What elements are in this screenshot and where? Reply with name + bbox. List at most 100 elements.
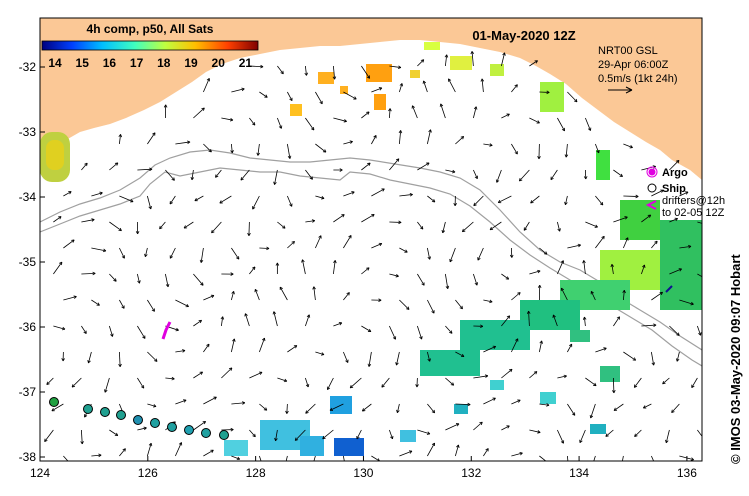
current-vector-field [44,51,716,461]
current-arrow [371,188,385,197]
current-arrow [439,103,446,119]
current-arrow [455,299,463,310]
current-arrow [529,60,538,67]
current-arrow [707,449,716,456]
current-arrow [277,221,286,229]
x-tick-label: 126 [138,466,158,480]
sst-patch [600,366,620,382]
current-arrow [500,52,506,67]
current-arrow [691,377,698,388]
legend: Argo Ship drifters@12h to 02-05 12Z [645,166,725,219]
current-arrow [371,242,383,249]
current-arrow [175,349,186,353]
colorbar-gradient [41,40,259,51]
current-arrow [651,240,658,249]
current-arrow [175,140,191,145]
current-arrow [119,195,134,203]
sst-patch [590,424,606,434]
current-arrow [595,347,607,353]
current-arrow [697,221,702,224]
current-arrow [203,294,215,301]
current-arrow [137,426,147,431]
y-tick-label: -36 [19,320,37,334]
current-arrow [230,338,236,353]
currents-scale: 0.5m/s (1kt 24h) [598,73,677,85]
current-arrow [557,429,565,444]
sst-patch [570,330,590,342]
current-arrow [634,429,642,437]
current-arrow [585,221,598,228]
current-arrow [164,273,170,288]
current-arrow [315,235,322,249]
current-arrow [445,423,460,431]
current-arrow [567,243,581,249]
current-arrow [427,299,435,314]
current-arrow [137,377,145,389]
current-arrow [501,113,510,119]
current-arrow [381,377,390,388]
current-arrow [511,143,518,155]
sst-patch [450,56,472,70]
current-arrow [63,239,75,249]
current-arrow [81,162,88,171]
current-arrow [501,368,513,379]
current-arrow [590,290,596,301]
current-arrow [585,377,597,387]
current-arrow [332,65,337,80]
current-arrow [473,273,478,286]
current-arrow [165,376,175,381]
ship-obs-dot [150,418,160,428]
current-arrow [147,442,153,457]
ship-obs-dot [201,428,211,438]
current-arrow [259,91,268,98]
current-arrow [137,325,146,339]
current-arrow [453,195,457,207]
current-arrow [483,448,489,457]
sst-patch [540,392,556,404]
current-arrow [473,421,483,431]
current-arrow [259,403,268,411]
current-arrow [231,87,245,93]
current-arrow [511,292,521,301]
current-arrow [361,162,371,171]
current-arrow [81,218,95,223]
current-arrow [203,78,210,93]
current-arrow [564,195,568,206]
current-arrow [389,429,394,440]
current-arrow [560,287,568,301]
current-arrow [539,403,550,407]
current-arrow [589,403,596,419]
current-arrow [315,91,323,105]
current-arrow [444,273,450,289]
current-arrow [537,143,541,160]
current-arrow [501,315,511,327]
isobath-contour [40,149,702,351]
scale-arrow-icon [608,86,633,94]
current-arrow [61,351,65,362]
colorbar: 4h comp, p50, All Sats 14 15 16 17 18 19 20 21 [41,22,259,70]
current-arrow [526,310,531,327]
current-arrow [175,299,189,308]
current-arrow [557,374,567,379]
current-arrow [427,403,436,414]
sst-patch [490,64,504,76]
current-arrow [256,143,260,156]
currents-time: 29-Apr 06:00Z [598,59,669,71]
legend-argo: Argo [662,167,688,179]
current-arrow [582,316,587,327]
current-arrow [395,351,400,366]
sst-patch [46,140,64,170]
current-arrow [175,399,187,405]
current-arrow [53,216,62,223]
current-arrow [193,319,202,327]
current-arrow [305,314,311,327]
current-arrow [44,429,54,442]
current-arrow [147,299,155,312]
current-arrow [332,260,337,275]
current-arrow [595,143,600,154]
argo-track [161,321,172,340]
current-arrow [415,377,419,388]
current-arrow [539,90,550,95]
current-arrow [470,51,475,67]
current-arrow [445,325,453,334]
